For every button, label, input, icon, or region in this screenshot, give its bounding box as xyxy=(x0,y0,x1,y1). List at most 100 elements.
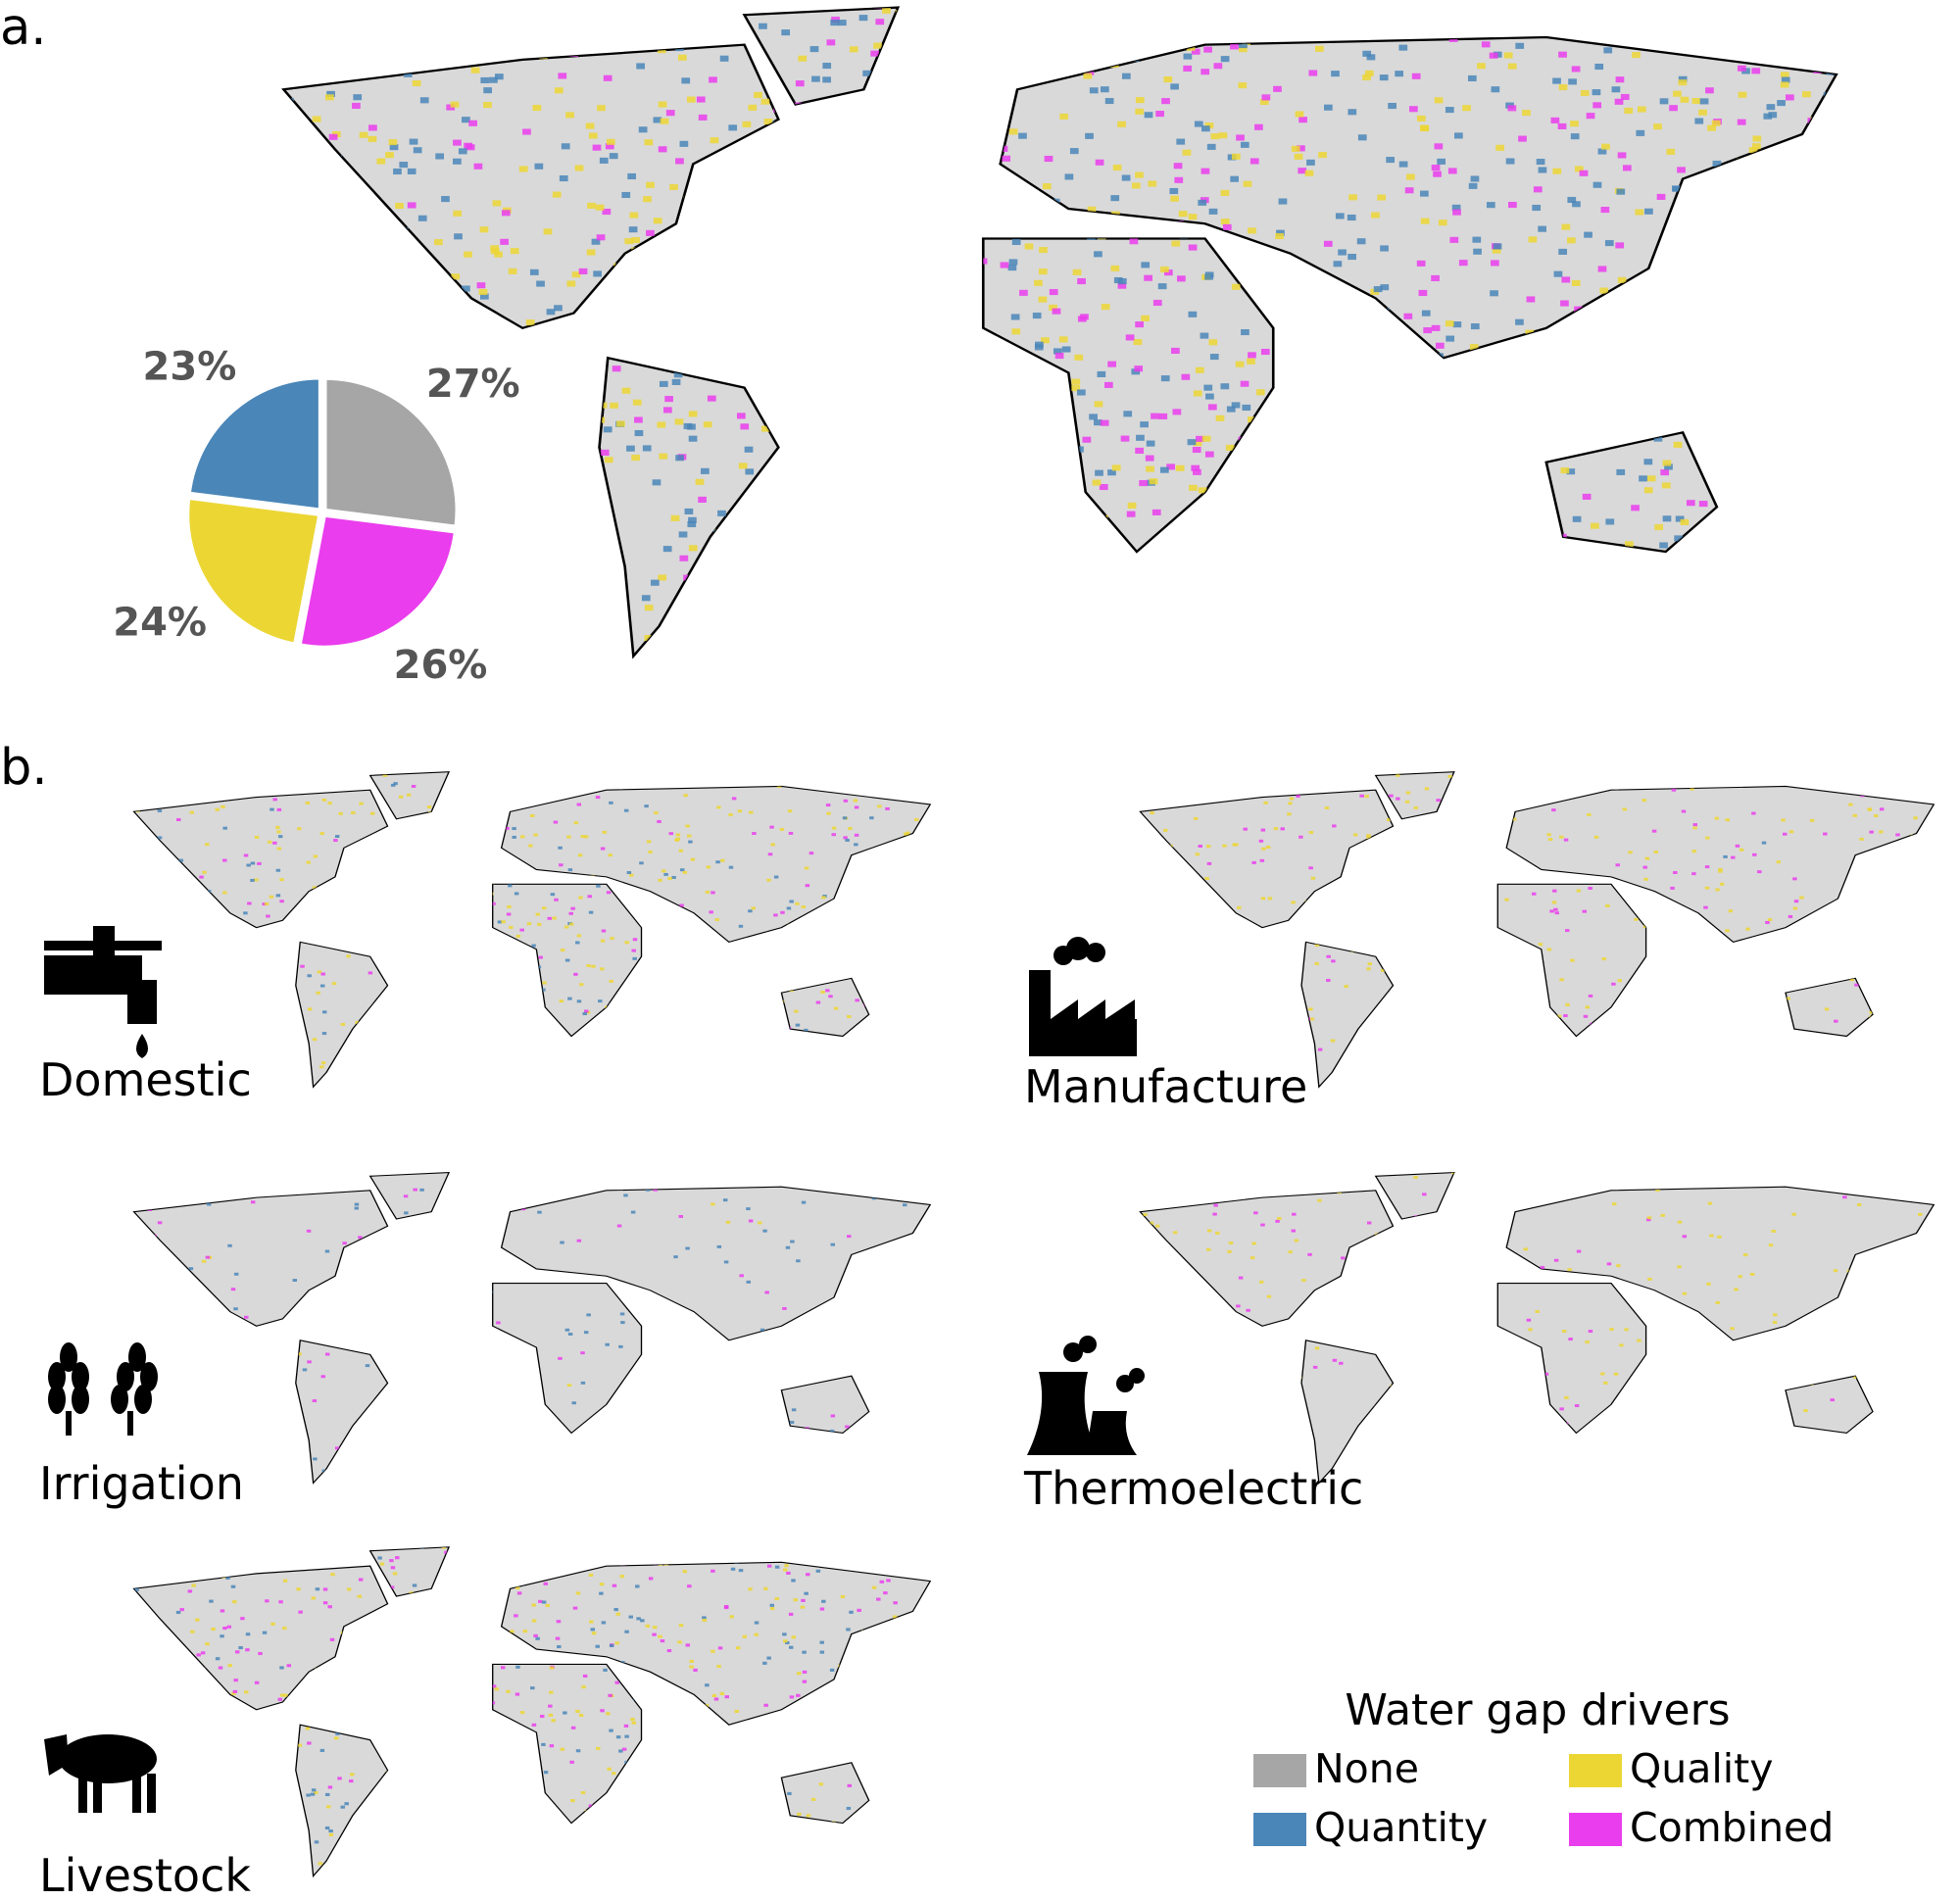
pixel xyxy=(1519,25,1529,33)
pixel xyxy=(678,34,688,41)
pixel xyxy=(157,1687,162,1691)
pixel xyxy=(1943,1062,1947,1065)
pixel xyxy=(677,597,686,605)
pixel xyxy=(1700,384,1710,391)
pixel xyxy=(157,836,163,840)
pixel xyxy=(678,1214,684,1218)
pixel xyxy=(369,811,375,815)
pixel xyxy=(1622,807,1627,811)
pixel xyxy=(425,915,430,919)
pixel xyxy=(393,782,398,786)
pixel xyxy=(1152,955,1157,959)
pixel xyxy=(381,230,391,237)
pixel xyxy=(632,999,638,1003)
pixel xyxy=(1620,93,1630,101)
pixel xyxy=(702,1618,708,1623)
pixel xyxy=(245,1632,251,1636)
pixel xyxy=(1853,60,1862,66)
pixel xyxy=(1019,289,1028,296)
pixel xyxy=(814,1873,820,1876)
pixel xyxy=(599,1812,604,1816)
pixel xyxy=(1450,627,1460,634)
pixel xyxy=(632,956,637,960)
pixel xyxy=(1302,681,1311,687)
pixel xyxy=(328,345,338,352)
pixel xyxy=(578,1873,584,1876)
pixel xyxy=(1544,1372,1549,1376)
pixel xyxy=(903,629,911,636)
pixel xyxy=(458,984,463,988)
pixel xyxy=(658,878,662,882)
pixel xyxy=(1251,1242,1256,1245)
pixel xyxy=(523,1729,528,1733)
pixel xyxy=(409,1389,414,1393)
pixel xyxy=(413,1188,417,1192)
pixel xyxy=(1101,304,1110,311)
pixel xyxy=(482,450,491,457)
pixel xyxy=(889,1035,894,1039)
pixel xyxy=(880,52,890,60)
pixel xyxy=(870,156,880,163)
pixel xyxy=(1110,265,1120,271)
pixel xyxy=(87,784,91,787)
pixel xyxy=(1353,7,1362,9)
pixel xyxy=(312,116,321,122)
pixel xyxy=(789,900,794,903)
pixel xyxy=(1359,794,1364,798)
pixel xyxy=(1133,1397,1137,1400)
pixel xyxy=(1956,1381,1960,1384)
pixel xyxy=(1316,433,1325,441)
pixel xyxy=(1107,469,1116,476)
pixel xyxy=(1049,289,1058,296)
pixel xyxy=(399,162,409,169)
pixel xyxy=(1041,372,1051,379)
pixel xyxy=(222,1627,227,1631)
pixel xyxy=(1414,487,1424,494)
pixel xyxy=(1155,1224,1160,1228)
pixel xyxy=(1404,187,1414,194)
pixel xyxy=(1387,1024,1392,1028)
pixel xyxy=(1341,1256,1346,1260)
pixel xyxy=(394,1820,400,1824)
pixel xyxy=(1075,446,1084,453)
pixel xyxy=(698,1879,702,1882)
pixel xyxy=(1738,173,1747,180)
pixel xyxy=(1222,223,1232,230)
pixel xyxy=(227,1763,233,1767)
pixel xyxy=(526,8,536,15)
pixel xyxy=(1559,978,1564,982)
pixel xyxy=(519,928,524,932)
pixel xyxy=(1783,832,1788,836)
pixel xyxy=(207,643,216,649)
pixel xyxy=(1345,350,1354,357)
pixel xyxy=(382,855,387,859)
pixel xyxy=(1144,274,1152,281)
pixel xyxy=(373,957,378,961)
pixel xyxy=(401,1626,406,1630)
pixel xyxy=(1266,406,1276,413)
pixel xyxy=(1682,1291,1688,1295)
pixel xyxy=(1745,502,1755,509)
pixel xyxy=(1216,772,1222,776)
pixel xyxy=(1312,1365,1318,1369)
pixel xyxy=(679,868,685,872)
pixel xyxy=(340,1805,345,1809)
pixel xyxy=(720,858,725,862)
pixel xyxy=(1144,112,1153,119)
pixel xyxy=(1121,174,1131,181)
pixel xyxy=(1636,395,1645,402)
pixel xyxy=(453,139,462,146)
pixel xyxy=(1663,311,1673,317)
pixel xyxy=(1305,1425,1311,1429)
pixel xyxy=(1567,1268,1572,1272)
pixel xyxy=(426,1816,431,1820)
pixel xyxy=(613,578,623,586)
pixel xyxy=(1735,247,1744,254)
pixel xyxy=(749,810,754,814)
pixel xyxy=(90,838,94,841)
pixel xyxy=(246,277,255,283)
pixel xyxy=(438,932,444,936)
pixel xyxy=(1215,414,1225,421)
pixel xyxy=(1583,1475,1589,1479)
pixel xyxy=(1670,886,1675,890)
